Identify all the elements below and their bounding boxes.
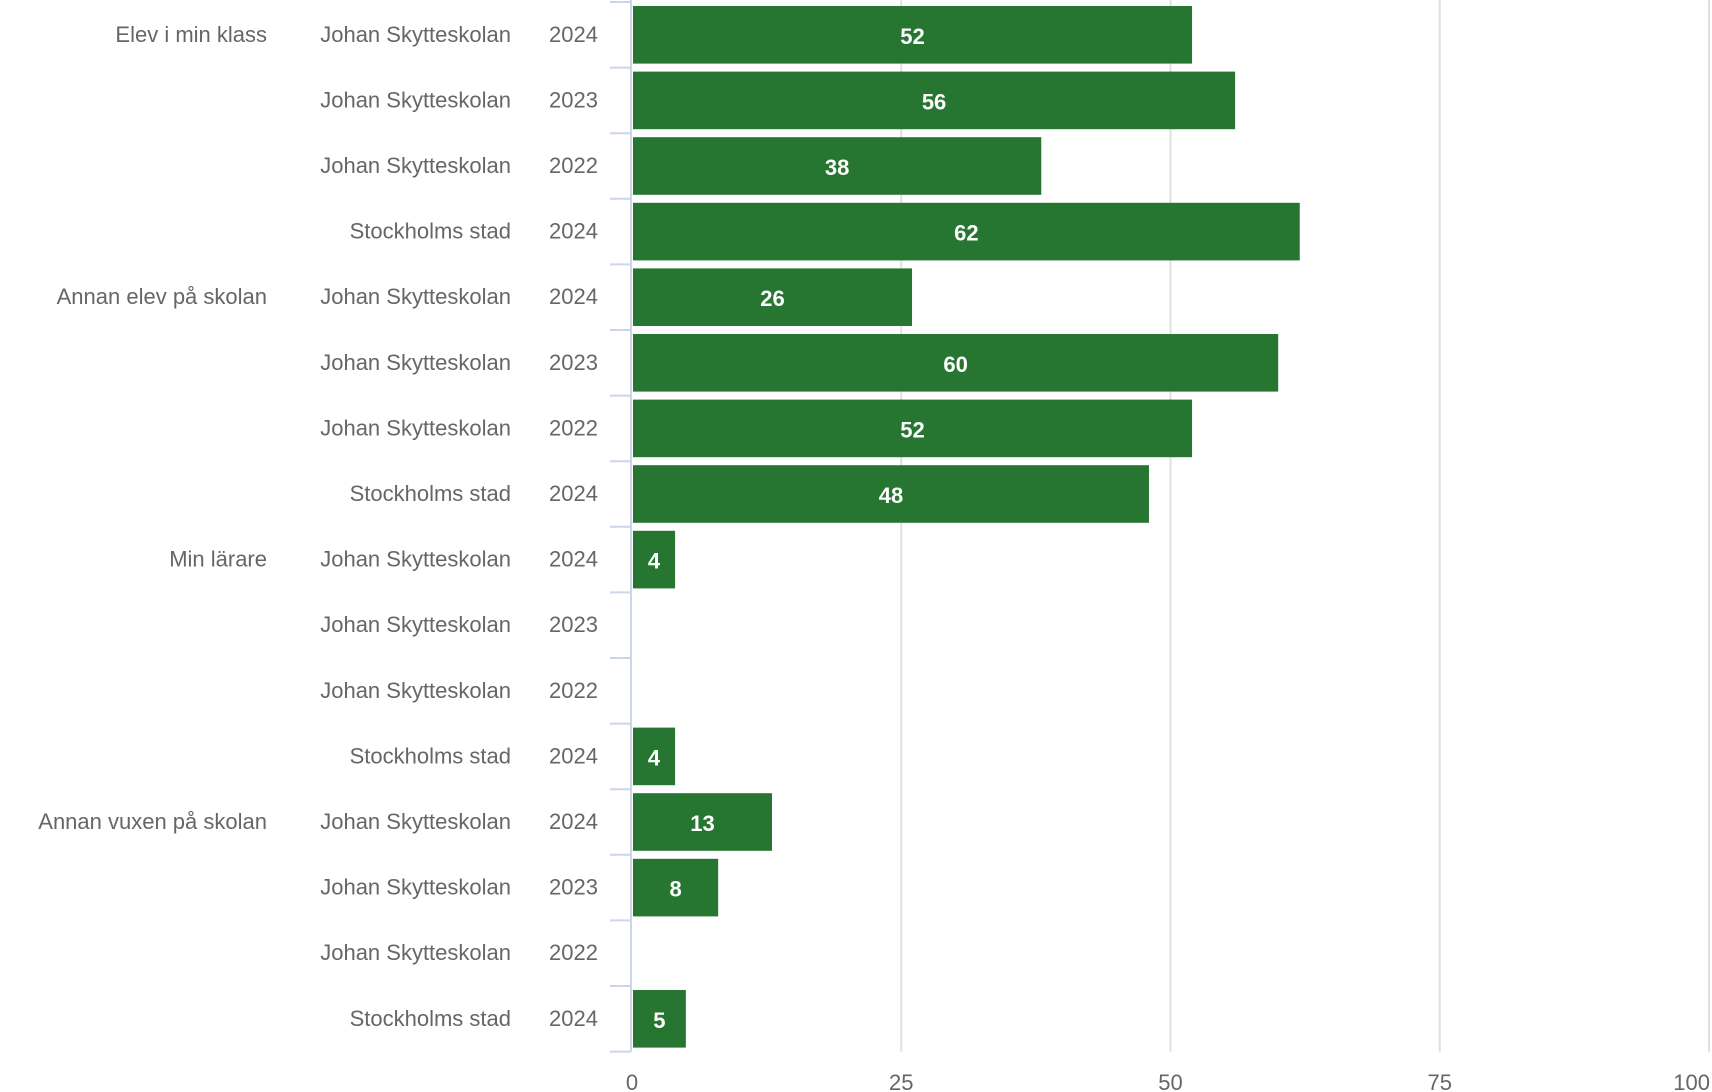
data-label: 8 (669, 877, 681, 902)
data-label: 4 (648, 745, 661, 770)
group-label: Annan elev på skolan (57, 284, 267, 309)
year-label: 2024 (549, 22, 598, 47)
bar (633, 399, 1193, 458)
year-label: 2024 (549, 481, 598, 506)
year-label: 2024 (549, 219, 598, 244)
data-label: 62 (954, 221, 978, 246)
data-label: 4 (648, 549, 661, 574)
year-label: 2024 (549, 284, 598, 309)
tick-label-75: 75 (1428, 1070, 1452, 1092)
data-label: 38 (825, 155, 849, 180)
bar (633, 990, 686, 1048)
group-label: Elev i min klass (115, 22, 267, 47)
school-label: Johan Skytteskolan (320, 350, 511, 375)
data-label: 52 (900, 24, 924, 49)
school-label: Johan Skytteskolan (320, 547, 511, 572)
school-label: Stockholms stad (350, 1006, 511, 1031)
group-label: Annan vuxen på skolan (38, 809, 267, 834)
school-label: Johan Skytteskolan (320, 22, 511, 47)
school-label: Johan Skytteskolan (320, 678, 511, 703)
group-label: Min lärare (169, 547, 267, 572)
year-label: 2023 (549, 875, 598, 900)
school-label: Stockholms stad (350, 743, 511, 768)
bar (633, 137, 1042, 195)
year-label: 2023 (549, 87, 598, 112)
data-label: 5 (653, 1008, 665, 1033)
data-label: 56 (922, 89, 946, 114)
year-label: 2022 (549, 678, 598, 703)
data-label: 13 (690, 811, 714, 836)
school-label: Johan Skytteskolan (320, 940, 511, 965)
bar (633, 530, 676, 589)
data-label: 52 (900, 417, 924, 442)
bar (633, 6, 1193, 64)
data-label: 26 (760, 286, 784, 311)
bar (633, 202, 1300, 261)
year-label: 2022 (549, 153, 598, 178)
year-label: 2024 (549, 1006, 598, 1031)
tick-label-0: 0 (626, 1070, 638, 1092)
grid-lines (900, 0, 1710, 1052)
tick-label-100: 100 (1673, 1070, 1710, 1092)
school-label: Stockholms stad (350, 481, 511, 506)
data-label: 48 (879, 483, 903, 508)
data-label: 60 (943, 352, 967, 377)
tick-label-25: 25 (889, 1070, 913, 1092)
bar (633, 793, 773, 851)
year-label: 2024 (549, 809, 598, 834)
school-label: Johan Skytteskolan (320, 415, 511, 440)
school-label: Johan Skytteskolan (320, 87, 511, 112)
year-label: 2024 (549, 547, 598, 572)
school-label: Johan Skytteskolan (320, 284, 511, 309)
year-label: 2024 (549, 743, 598, 768)
bar (633, 858, 719, 917)
bar (633, 268, 913, 326)
value-axis-ticks: 0 25 50 75 100 (626, 1070, 1710, 1092)
school-label: Johan Skytteskolan (320, 612, 511, 637)
bar (633, 465, 1149, 523)
year-label: 2023 (549, 612, 598, 637)
school-label: Johan Skytteskolan (320, 153, 511, 178)
bar (633, 727, 676, 786)
category-labels: Elev i min klass Johan Skytteskolan 2024 Jo… (38, 22, 598, 1031)
year-label: 2022 (549, 940, 598, 965)
bar (633, 71, 1236, 130)
school-label: Johan Skytteskolan (320, 875, 511, 900)
category-axis (610, 0, 632, 1053)
year-label: 2023 (549, 350, 598, 375)
school-label: Johan Skytteskolan (320, 809, 511, 834)
year-label: 2022 (549, 415, 598, 440)
tick-label-50: 50 (1158, 1070, 1182, 1092)
school-label: Stockholms stad (350, 219, 511, 244)
bar (633, 334, 1279, 392)
